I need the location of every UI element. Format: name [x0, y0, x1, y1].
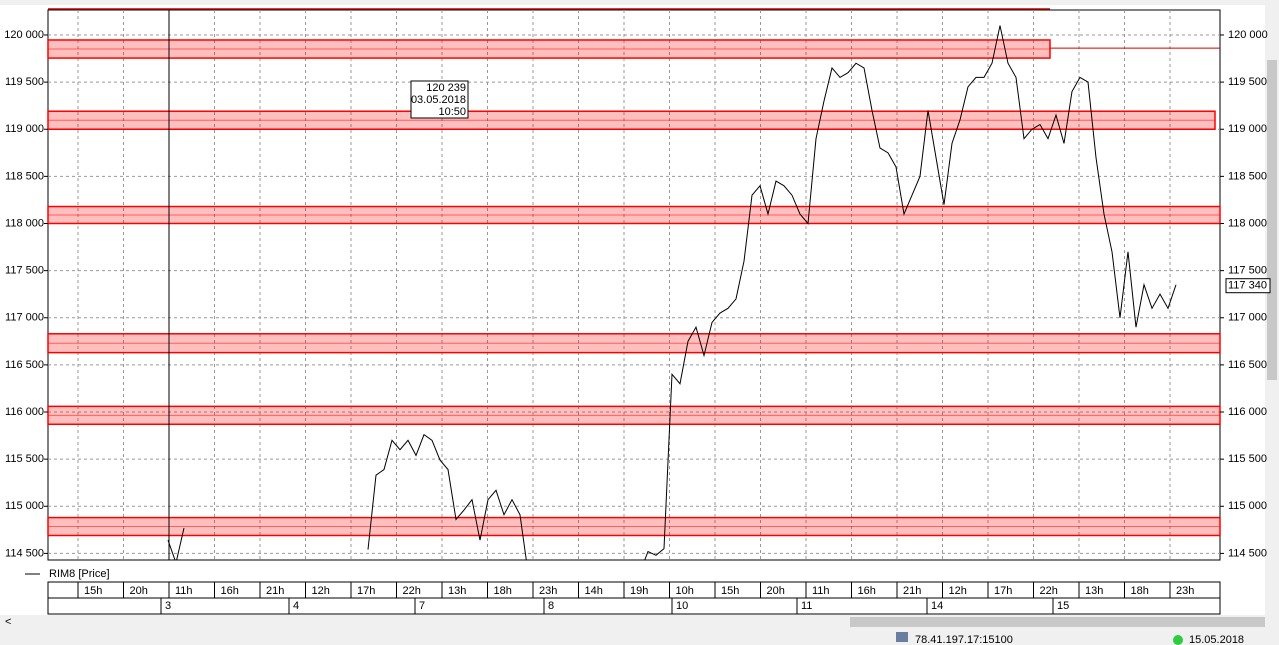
hour-label: 11h [175, 585, 193, 597]
date-label: 3 [165, 600, 171, 612]
last-price-label: 117 340 [1228, 280, 1267, 292]
price-line [167, 527, 185, 560]
y-tick-label: 116 000 [5, 406, 44, 418]
status-date: 15.05.2018 [1189, 634, 1244, 645]
last-price-box [1225, 278, 1271, 294]
hour-label: 15h [721, 585, 739, 597]
hour-label: 21h [266, 585, 284, 597]
y-tick-label-right: 115 000 [1228, 500, 1267, 512]
server-address: 78.41.197.17:15100 [915, 634, 1013, 645]
y-tick-label: 116 500 [5, 359, 44, 371]
tab-strip [0, 0, 1279, 5]
y-tick-label-right: 119 000 [1228, 123, 1267, 135]
hour-label: 22h [403, 585, 421, 597]
y-tick-label-right: 116 500 [1228, 359, 1267, 371]
hour-label: 23h [1176, 585, 1194, 597]
date-label: 10 [676, 600, 688, 612]
status-led [1173, 635, 1183, 645]
plot-frame [47, 9, 1221, 561]
y-tick-label: 117 500 [5, 265, 44, 277]
hour-label: 20h [130, 585, 148, 597]
y-tick-label-right: 119 500 [1228, 76, 1267, 88]
hour-label: 14h [585, 585, 603, 597]
h-scrollbar-thumb[interactable] [850, 617, 1265, 627]
y-tick-label-right: 115 500 [1228, 453, 1267, 465]
y-tick-label: 114 500 [5, 547, 44, 559]
price-line [644, 25, 1177, 560]
y-tick-label: 120 000 [4, 29, 44, 41]
tooltip-time: 10:50 [438, 106, 466, 118]
y-tick-label-right: 116 000 [1228, 406, 1267, 418]
hour-label: 19h [630, 585, 648, 597]
date-label: 7 [419, 600, 425, 612]
v-scrollbar-thumb[interactable] [1267, 60, 1277, 380]
network-icon [896, 632, 908, 642]
y-tick-label: 119 000 [5, 123, 44, 135]
hour-label: 18h [1131, 585, 1149, 597]
hour-label: 16h [221, 585, 239, 597]
scroll-left[interactable]: < [5, 616, 11, 628]
hour-label: 18h [494, 585, 512, 597]
date-label: 4 [293, 600, 299, 612]
hour-label: 23h [539, 585, 557, 597]
y-tick-label: 118 500 [5, 170, 44, 182]
hour-label: 21h [903, 585, 921, 597]
y-tick-label: 115 500 [5, 453, 44, 465]
y-tick-label-right: 117 000 [1228, 312, 1267, 324]
zones [47, 39, 1221, 537]
tooltip: 120 239 03.05.2018 10:50 [410, 80, 469, 119]
price-lines [167, 25, 1177, 560]
y-tick-label: 118 000 [5, 217, 44, 229]
y-tick-label-right: 118 500 [1228, 170, 1267, 182]
hour-label: 12h [949, 585, 967, 597]
date-label: 11 [801, 600, 812, 612]
y-tick-label: 115 000 [5, 500, 44, 512]
y-tick-label: 117 000 [5, 312, 44, 324]
y-tick-label-right: 118 000 [1228, 217, 1267, 229]
hour-label: 17h [994, 585, 1012, 597]
hour-label: 13h [448, 585, 466, 597]
tooltip-date: 03.05.2018 [411, 94, 466, 106]
tooltip-box [410, 80, 469, 119]
price-line [367, 433, 527, 560]
hour-label: 12h [312, 585, 330, 597]
tooltip-price: 120 239 [426, 82, 466, 94]
hour-label: 22h [1040, 585, 1058, 597]
y-tick-label-right: 114 500 [1228, 547, 1267, 559]
date-label: 15 [1057, 600, 1069, 612]
hour-label: 13h [1085, 585, 1103, 597]
hour-label: 11h [812, 585, 830, 597]
hour-label: 15h [84, 585, 102, 597]
date-label: 14 [931, 600, 943, 612]
hour-label: 20h [767, 585, 785, 597]
y-tick-label: 119 500 [5, 76, 44, 88]
date-label: 8 [548, 600, 554, 612]
y-tick-label-right: 120 000 [1228, 29, 1268, 41]
grid [48, 10, 1220, 560]
hour-label: 17h [357, 585, 375, 597]
status-bar [0, 629, 1279, 645]
y-tick-label-right: 117 500 [1228, 265, 1267, 277]
legend-label: RIM8 [Price] [49, 568, 110, 580]
hour-label: 10h [676, 585, 694, 597]
hour-label: 16h [858, 585, 876, 597]
